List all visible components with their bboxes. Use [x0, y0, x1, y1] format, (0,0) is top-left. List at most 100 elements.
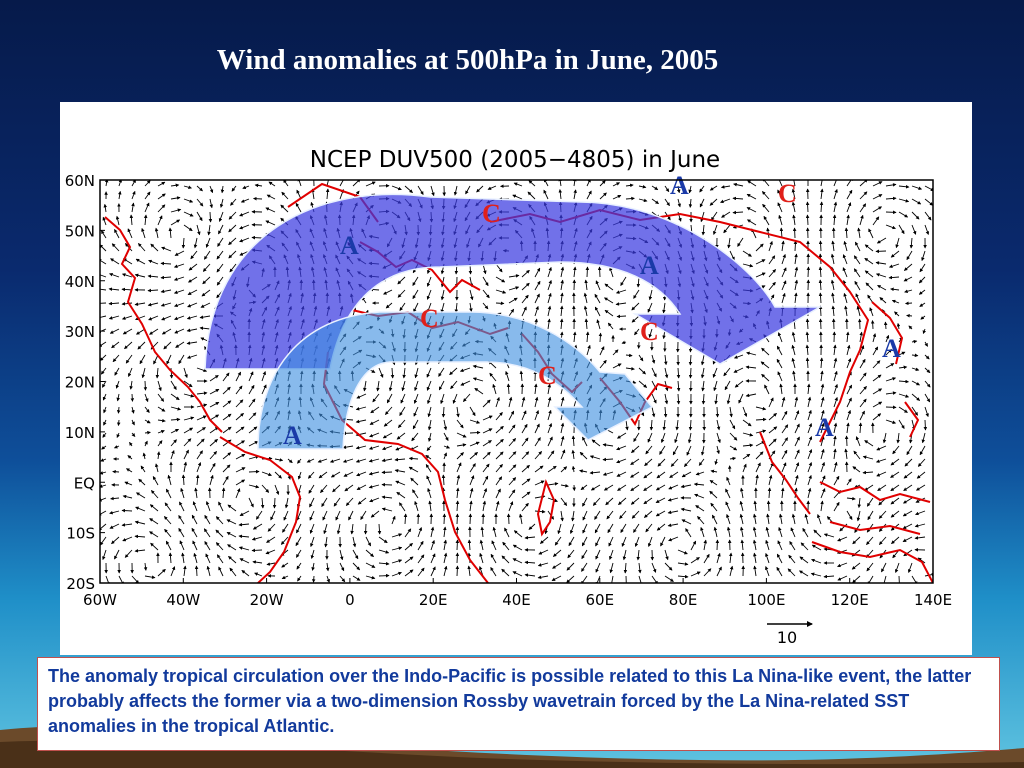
wind-vector [368, 484, 380, 489]
wind-vector [513, 182, 523, 187]
wind-vector [670, 458, 679, 467]
wind-vector [924, 354, 930, 360]
wind-vector [664, 185, 670, 193]
wind-vector [655, 510, 666, 517]
wind-vector [552, 549, 562, 557]
wind-vector [135, 492, 146, 499]
wind-vector [872, 388, 883, 395]
wind-vector [571, 510, 575, 522]
wind-vector [742, 406, 748, 417]
wind-vector [196, 198, 204, 207]
lat-tick-label: 60N [65, 172, 95, 190]
cyclone-label: C [640, 317, 659, 346]
lat-tick-label: 40N [65, 273, 95, 291]
wind-vector [864, 440, 874, 447]
wind-vector [173, 289, 185, 294]
wind-vector [638, 562, 642, 574]
wind-vector [842, 267, 848, 278]
wind-vector [411, 432, 419, 442]
wind-vector [924, 406, 929, 418]
wind-vector [173, 276, 185, 281]
wind-vector [127, 228, 133, 239]
wind-vector [144, 440, 148, 447]
wind-vector [235, 453, 246, 460]
wind-vector [833, 357, 838, 369]
wind-vector [781, 437, 788, 447]
wind-vector [681, 471, 692, 478]
wind-vector [131, 432, 136, 437]
wind-vector [701, 224, 706, 236]
wind-vector [100, 273, 107, 278]
wind-vector [501, 568, 510, 577]
wind-vector [859, 345, 865, 356]
wind-vector [469, 302, 473, 312]
wind-vector [352, 536, 357, 548]
wind-vector [479, 552, 484, 564]
wind-vector [875, 458, 887, 463]
wind-vector [916, 471, 926, 479]
wind-vector [134, 273, 146, 278]
wind-vector [100, 302, 107, 304]
wind-vector [833, 435, 837, 447]
wind-vector [872, 333, 877, 343]
wind-vector [404, 556, 414, 564]
wind-vector [712, 367, 718, 378]
wind-vector [677, 562, 689, 566]
wind-vector [608, 536, 614, 547]
wind-vector [134, 520, 146, 525]
wind-vector [781, 396, 786, 408]
wind-vector [390, 367, 395, 379]
wind-vector [443, 452, 447, 460]
wind-vector [781, 424, 789, 434]
wind-vector [472, 377, 484, 382]
lat-tick-label: 50N [65, 222, 95, 240]
wind-vector [193, 237, 198, 249]
wind-vector [816, 514, 822, 525]
wind-vector [147, 274, 159, 279]
wind-vector [833, 396, 838, 408]
wind-vector [703, 539, 708, 551]
wind-vector [723, 367, 731, 377]
wind-vector [140, 465, 146, 473]
wind-vector [902, 497, 913, 504]
wind-vector [844, 448, 848, 460]
wind-vector [906, 250, 913, 261]
wind-vector [766, 500, 771, 512]
wind-vector [906, 445, 913, 456]
wind-vector [181, 237, 186, 249]
wind-vector [124, 481, 133, 486]
wind-vector [368, 445, 380, 450]
wind-vector [856, 305, 861, 317]
wind-vector [342, 445, 354, 449]
wind-vector [709, 480, 718, 486]
wind-vector [844, 227, 849, 239]
caption-text: The anomaly tropical circulation over th… [48, 666, 972, 736]
wind-vector [157, 204, 166, 213]
wind-vector [103, 406, 107, 414]
wind-vector [633, 432, 640, 443]
wind-vector [381, 458, 393, 463]
wind-vector [382, 445, 393, 451]
wind-vector [684, 458, 692, 467]
wind-vector [727, 237, 731, 249]
wind-vector [196, 415, 207, 421]
wind-vector [135, 506, 146, 512]
wind-vector [559, 318, 564, 330]
wind-vector [365, 549, 374, 557]
wind-vector [878, 510, 887, 519]
wind-vector [802, 527, 809, 538]
wind-vector [859, 203, 867, 213]
wind-vector [700, 445, 705, 456]
wind-vector [633, 523, 640, 533]
wind-vector [885, 391, 897, 395]
wind-vector [186, 354, 198, 359]
wind-vector [449, 367, 458, 376]
wind-vector [274, 471, 282, 479]
wind-vector [872, 401, 883, 408]
wind-vector [103, 203, 108, 213]
wind-vector [911, 367, 920, 371]
wind-vector [205, 553, 211, 564]
wind-vector [209, 474, 214, 486]
wind-vector [919, 263, 926, 273]
wind-vector [609, 575, 614, 583]
